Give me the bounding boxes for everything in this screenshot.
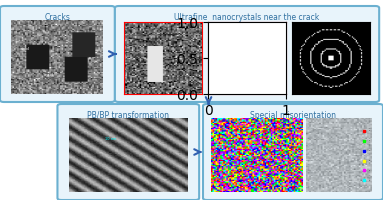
FancyBboxPatch shape: [203, 104, 383, 200]
Text: Cracks: Cracks: [44, 13, 70, 22]
FancyBboxPatch shape: [0, 6, 115, 102]
Text: Ultrafine  nanocrystals near the crack: Ultrafine nanocrystals near the crack: [174, 13, 320, 22]
FancyBboxPatch shape: [115, 6, 379, 102]
FancyBboxPatch shape: [57, 104, 199, 200]
Text: PB/BP transformation: PB/BP transformation: [87, 111, 169, 120]
Text: Special misorientation: Special misorientation: [250, 111, 336, 120]
